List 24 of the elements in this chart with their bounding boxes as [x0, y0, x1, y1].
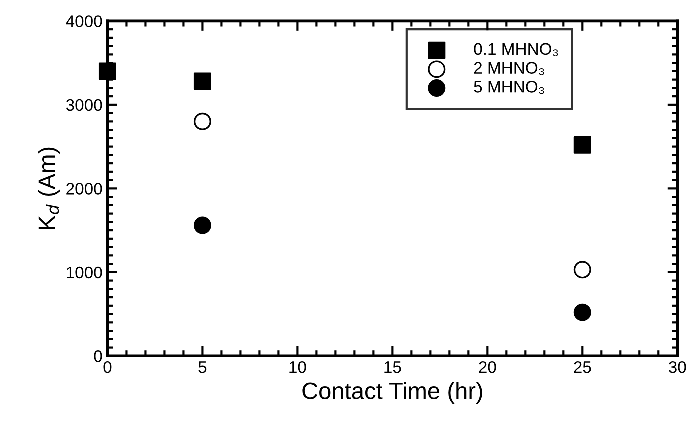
point	[194, 112, 212, 130]
point	[574, 304, 592, 322]
point	[574, 136, 592, 154]
y-tick-label: 3000	[66, 99, 102, 112]
x-axis-title: Contact Time (hr)	[302, 382, 482, 404]
x-tick-label: 25	[574, 361, 592, 374]
point	[574, 261, 592, 279]
x-tick-label: 5	[198, 362, 207, 374]
x-tick-label: 20	[479, 361, 496, 374]
x-tick-label: 15	[384, 362, 402, 374]
y-tick-label: 2000	[66, 183, 102, 195]
legend-label: 0.1 MHNO₃	[474, 43, 558, 56]
legend-label: 2 MHNO₃	[474, 62, 544, 76]
y-tick-label: 1000	[67, 266, 102, 279]
legend-label: 5 MHNO₃	[474, 81, 544, 94]
point	[194, 216, 212, 234]
y-tick-label: 4000	[66, 16, 102, 28]
point	[194, 72, 212, 90]
x-tick-label: 30	[668, 361, 686, 374]
x-tick-label: 10	[290, 361, 306, 374]
point	[98, 62, 116, 80]
y-axis-title: K$_{d}$ (Am)	[38, 148, 60, 230]
x-tick-label: 0	[104, 361, 112, 374]
y-tick-label: 0	[94, 350, 102, 362]
